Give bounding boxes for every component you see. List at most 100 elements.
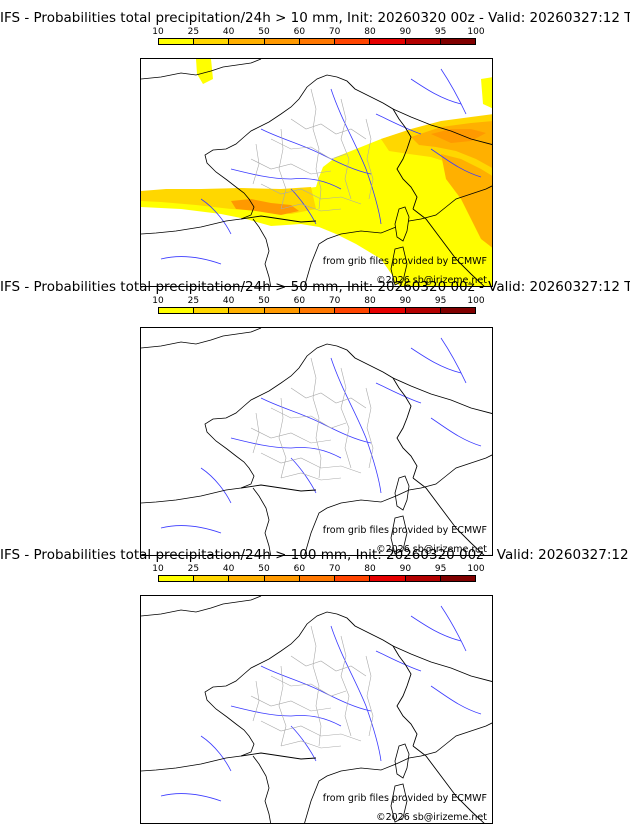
scale-tick-label: 95 [434,296,447,306]
department-boundary [340,98,352,200]
scale-tick-label: 90 [399,564,412,574]
scale-tick-label: 70 [328,27,341,37]
national-border [412,208,485,286]
precipitation-map: from grib files provided by ECMWF ©2026 … [140,58,493,287]
department-boundary [340,635,352,737]
national-border [412,477,485,555]
department-boundary [340,367,352,469]
river-line [200,198,232,235]
scale-swatch [159,39,195,44]
coastline [141,328,262,349]
probability-area-10-25 [196,59,213,84]
river-line [330,625,382,762]
scale-swatch [405,576,441,581]
coastline [252,487,272,555]
probability-area-50-60 [231,199,299,215]
scale-swatch [370,576,406,581]
scale-tick-label: 70 [328,296,341,306]
river-line [230,437,342,459]
source-credit: from grib files provided by ECMWF [322,793,487,804]
department-boundary [270,407,347,429]
scale-swatch [405,308,441,313]
scale-tick-label: 50 [258,27,270,37]
map-panel-50mm: IFS - Probabilities total precipitation/… [0,279,630,556]
scale-bar [158,38,476,45]
department-boundary [310,625,322,747]
department-boundary [280,203,342,212]
scale-tick-label: 60 [293,564,306,574]
department-boundary [278,665,287,747]
copyright-credit: ©2026 sb@irizeme.net [376,275,487,286]
scale-tick-label: 80 [364,27,376,37]
precipitation-map: from grib files provided by ECMWF ©2026 … [140,595,493,824]
scale-swatch [159,308,195,313]
national-border [336,76,418,210]
panel-title: IFS - Probabilities total precipitation/… [0,547,630,563]
national-border [392,645,492,682]
river-line [430,685,482,715]
scale-tick-label: 90 [399,27,412,37]
scale-tick-label: 80 [364,564,376,574]
source-credit: from grib files provided by ECMWF [322,525,487,536]
department-boundary [260,720,362,742]
island-corsica [394,743,410,779]
river-line [260,128,372,175]
department-boundary [280,472,342,481]
precipitation-map: from grib files provided by ECMWF ©2026 … [140,327,493,556]
scale-tick-label: 70 [328,564,341,574]
scale-swatch [194,308,230,313]
scale-swatch [264,39,300,44]
scale-swatch [229,39,265,44]
scale-tick-label: 100 [467,564,485,574]
island-sardinia [390,246,408,286]
department-boundary [252,412,260,454]
scale-bar [158,575,476,582]
department-boundary [290,387,367,409]
source-credit: from grib files provided by ECMWF [322,256,487,267]
scale-swatch [440,308,475,313]
department-boundary [365,118,374,200]
scale-swatch [335,308,371,313]
department-boundary [252,143,260,185]
scale-swatch [159,576,195,581]
map-drawing [141,328,492,555]
department-boundary [278,397,287,479]
department-boundary [270,138,347,160]
river-line [260,397,372,444]
river-line [160,525,222,534]
river-line [410,78,462,105]
department-boundary [260,183,362,205]
copyright-credit: ©2026 sb@irizeme.net [376,544,487,555]
scale-swatch [299,39,336,44]
river-line [440,337,467,384]
department-boundary [310,357,322,479]
national-border [240,752,317,760]
river-line [160,256,222,265]
island-sardinia [390,515,408,555]
scale-tick-label: 25 [187,27,200,37]
department-boundary [250,695,332,712]
scale-swatch [405,39,441,44]
scale-tick-label: 50 [258,296,270,306]
national-border [392,377,492,414]
river-line [290,725,317,762]
scale-swatch [299,576,336,581]
scale-swatch [440,576,475,581]
scale-tick-label: 10 [152,27,164,37]
scale-swatch [335,39,371,44]
scale-bar [158,307,476,314]
department-boundary [365,655,374,737]
department-boundary [250,158,332,175]
river-line [375,113,422,135]
coastline [304,454,492,555]
department-boundary [280,740,342,749]
river-line [260,665,372,712]
scale-tick-label: 25 [187,296,200,306]
department-boundary [270,675,347,697]
panel-title: IFS - Probabilities total precipitation/… [0,10,630,26]
island-corsica [394,206,410,242]
scale-swatch [299,308,336,313]
scale-tick-label: 60 [293,296,306,306]
river-line [330,88,382,225]
island-sardinia [390,783,408,823]
